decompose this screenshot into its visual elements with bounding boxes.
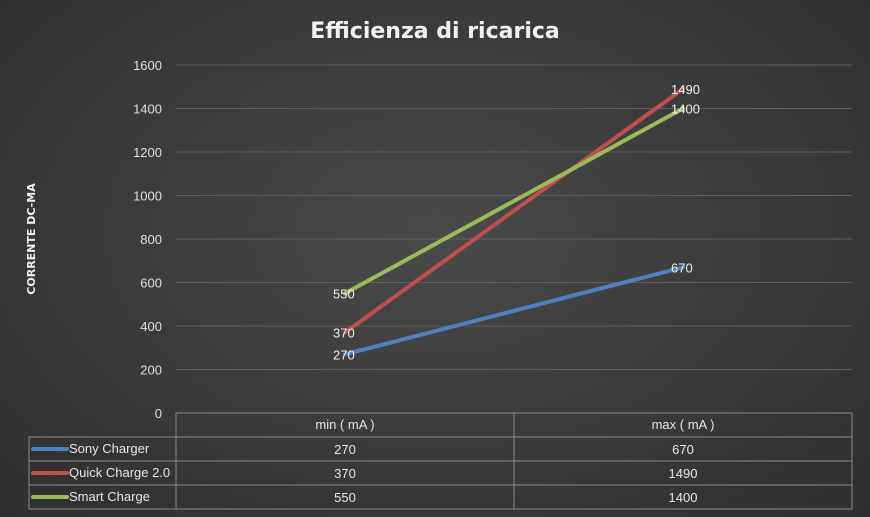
- data-table: min ( mA ) max ( mA ) Sony Charger 270 670 Qu…: [28, 412, 853, 510]
- chart-title: Efficienza di ricarica: [310, 19, 560, 44]
- series-line: [343, 265, 685, 357]
- data-label: 370: [333, 326, 355, 341]
- x-category-label: min ( mA ): [315, 417, 374, 432]
- data-label: 270: [333, 347, 355, 362]
- y-tick-label: 1400: [133, 102, 162, 117]
- table-cell-value: 370: [334, 466, 356, 481]
- y-tick-label: 800: [140, 232, 162, 247]
- y-tick-label: 1200: [133, 145, 162, 160]
- y-tick-label: 600: [140, 276, 162, 291]
- y-tick-label: 1000: [133, 189, 162, 204]
- series-line: [343, 86, 685, 335]
- data-label: 1400: [671, 102, 700, 117]
- data-labels: 270 670 370 1490 550 1400: [333, 82, 700, 362]
- gridlines: [176, 64, 852, 370]
- table-cell-value: 1400: [669, 490, 698, 505]
- table-cell-value: 670: [672, 442, 694, 457]
- x-category-label: max ( mA ): [652, 417, 715, 432]
- legend-series-name: Quick Charge 2.0: [69, 465, 170, 480]
- series-line: [343, 106, 685, 296]
- data-label: 550: [333, 286, 355, 301]
- table-cell-value: 270: [334, 442, 356, 457]
- y-axis-label: CORRENTE DC-MA: [25, 183, 38, 295]
- y-tick-label: 1600: [133, 58, 162, 73]
- y-tick-labels: 0 200 400 600 800 1000 1200 1400 1600: [133, 58, 162, 421]
- y-tick-label: 200: [140, 363, 162, 378]
- table-cell-value: 1490: [669, 466, 698, 481]
- legend-series-name: Smart Charge: [69, 489, 150, 504]
- y-tick-label: 0: [155, 406, 162, 421]
- data-label: 670: [671, 260, 693, 275]
- table-cell-value: 550: [334, 490, 356, 505]
- y-tick-label: 400: [140, 319, 162, 334]
- legend-series-name: Sony Charger: [69, 441, 150, 456]
- data-label: 1490: [671, 82, 700, 97]
- series-lines: [343, 86, 685, 357]
